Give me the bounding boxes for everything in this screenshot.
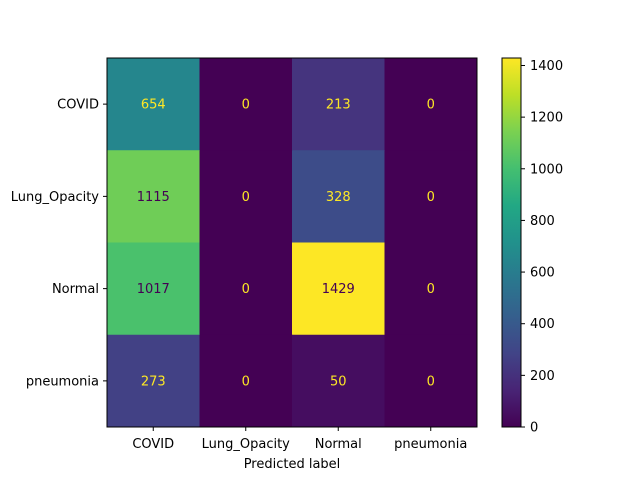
colorbar: 0 200 400 600 800 1000 1200 1400 — [501, 57, 563, 436]
x-axis-ticks: COVID Lung_Opacity Normal pneumonia — [132, 427, 467, 452]
cell-value-label: 50 — [330, 374, 347, 389]
y-tick-label: COVID — [57, 98, 99, 113]
x-tick-label: COVID — [132, 437, 174, 452]
y-axis-ticks: COVID Lung_Opacity Normal pneumonia — [11, 98, 107, 389]
colorbar-tick-label: 400 — [530, 317, 555, 332]
matrix-cell — [107, 242, 200, 336]
matrix-cell — [199, 242, 293, 336]
cell-value-label: 654 — [141, 98, 166, 113]
matrix-cell — [384, 334, 478, 428]
colorbar-tick-label: 0 — [530, 421, 538, 436]
matrix-cell — [107, 334, 200, 428]
cell-value-label: 0 — [242, 190, 250, 205]
x-tick-label: Lung_Opacity — [202, 437, 291, 452]
matrix-cell — [384, 58, 478, 151]
colorbar-tick-label: 600 — [530, 266, 555, 281]
colorbar-gradient — [502, 58, 521, 427]
matrix-cell — [292, 58, 385, 151]
x-tick-label: pneumonia — [394, 437, 467, 452]
cell-value-label: 0 — [427, 374, 435, 389]
matrix-grid: 654 0 213 0 1115 0 328 0 1017 0 1429 0 273 0 50 0 — [107, 58, 478, 428]
cell-value-label: 0 — [427, 282, 435, 297]
matrix-cell — [107, 150, 200, 243]
x-tick-label: Normal — [315, 437, 362, 452]
colorbar-tick-label: 200 — [530, 369, 555, 384]
matrix-cell — [199, 150, 293, 243]
y-tick-label: Lung_Opacity — [11, 190, 100, 205]
cell-value-label: 1017 — [137, 282, 170, 297]
cell-value-label: 0 — [242, 282, 250, 297]
cell-value-label: 213 — [326, 98, 351, 113]
colorbar-tick-label: 1200 — [530, 111, 563, 126]
y-tick-label: Normal — [52, 282, 99, 297]
cell-value-label: 328 — [326, 190, 351, 205]
colorbar-frame — [501, 57, 522, 428]
cell-value-label: 0 — [427, 190, 435, 205]
matrix-cell — [292, 242, 385, 336]
x-axis-label: Predicted label — [244, 457, 341, 472]
matrix-cell — [384, 150, 478, 243]
cell-value-label: 1115 — [137, 190, 170, 205]
cell-value-label: 1429 — [322, 282, 355, 297]
y-tick-label: pneumonia — [26, 374, 99, 389]
cell-value-label: 273 — [141, 374, 166, 389]
cell-value-label: 0 — [242, 98, 250, 113]
matrix-cell — [384, 242, 478, 336]
cell-value-label: 0 — [242, 374, 250, 389]
matrix-cell — [199, 58, 293, 151]
matrix-cell — [292, 334, 385, 428]
matrix-cell — [107, 58, 200, 151]
colorbar-ticks: 0 200 400 600 800 1000 1200 1400 — [521, 59, 563, 436]
matrix-cell — [199, 334, 293, 428]
plot-frame — [106, 57, 478, 428]
colorbar-tick-label: 1000 — [530, 162, 563, 177]
matrix-cell — [292, 150, 385, 243]
colorbar-tick-label: 800 — [530, 214, 555, 229]
colorbar-tick-label: 1400 — [530, 59, 563, 74]
cell-value-label: 0 — [427, 98, 435, 113]
